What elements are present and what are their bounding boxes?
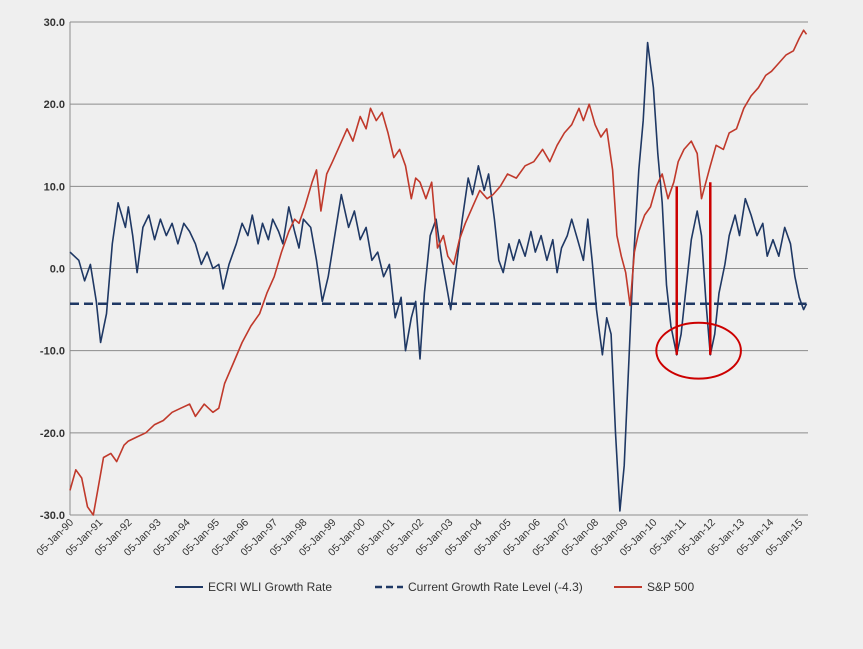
annotation-ellipse [655,321,742,380]
y-tick-label: -20.0 [40,428,65,440]
y-tick-label: -10.0 [40,346,65,358]
y-tick-label: 10.0 [44,181,65,193]
annotations [655,182,742,380]
series-lines [69,29,808,516]
legend-label-sp500: S&P 500 [647,580,694,594]
y-axis-ticks: 30.0 20.0 10.0 0.0 -10.0 -20.0 -30.0 [40,17,65,522]
chart-legend: ECRI WLI Growth Rate Current Growth Rate… [175,580,694,594]
y-tick-label: 20.0 [44,99,65,111]
ecri-wli-line [69,41,808,512]
legend-item-ecri: ECRI WLI Growth Rate [175,580,332,594]
gridlines [69,21,808,516]
sp500-line [69,29,808,516]
legend-label-ecri: ECRI WLI Growth Rate [208,580,332,594]
y-tick-label: 30.0 [44,17,65,29]
legend-label-current-level: Current Growth Rate Level (-4.3) [408,580,583,594]
y-tick-label: -30.0 [40,510,65,522]
legend-item-current-level: Current Growth Rate Level (-4.3) [375,580,583,594]
legend-item-sp500: S&P 500 [614,580,694,594]
y-tick-label: 0.0 [50,264,65,276]
